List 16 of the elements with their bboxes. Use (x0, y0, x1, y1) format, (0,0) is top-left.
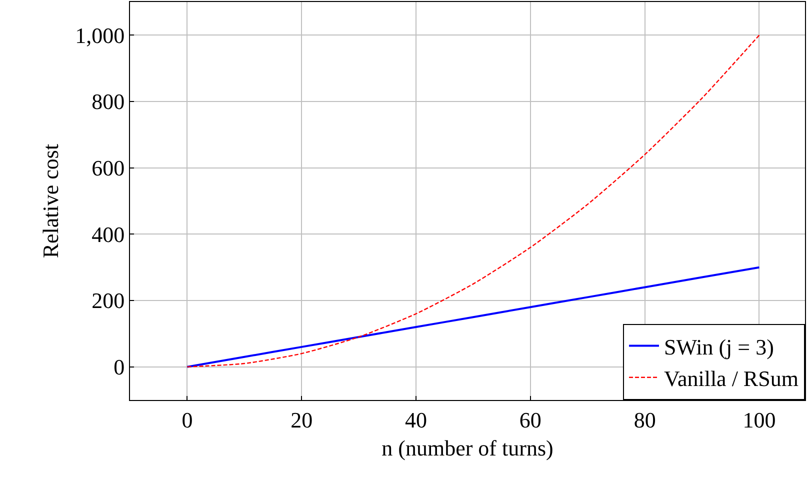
x-tick-label: 20 (290, 407, 313, 432)
x-tick-label: 0 (182, 407, 193, 432)
legend-label: SWin (j = 3) (664, 334, 774, 360)
x-axis-title: n (number of turns) (382, 435, 554, 460)
y-axis-title: Relative cost (38, 144, 63, 258)
legend-label: Vanilla / RSum (664, 366, 798, 391)
y-tick-label: 400 (92, 222, 125, 247)
y-tick-label: 200 (92, 288, 125, 314)
y-tick-label: 0 (114, 354, 125, 380)
x-tick-label: 40 (405, 407, 428, 432)
y-tick-label: 1,000 (75, 22, 125, 48)
x-tick-label: 80 (634, 407, 656, 432)
x-tick-label: 60 (519, 407, 542, 432)
y-tick-label: 600 (92, 156, 125, 181)
y-tick-label: 800 (92, 89, 125, 114)
x-tick-label: 100 (742, 407, 776, 432)
